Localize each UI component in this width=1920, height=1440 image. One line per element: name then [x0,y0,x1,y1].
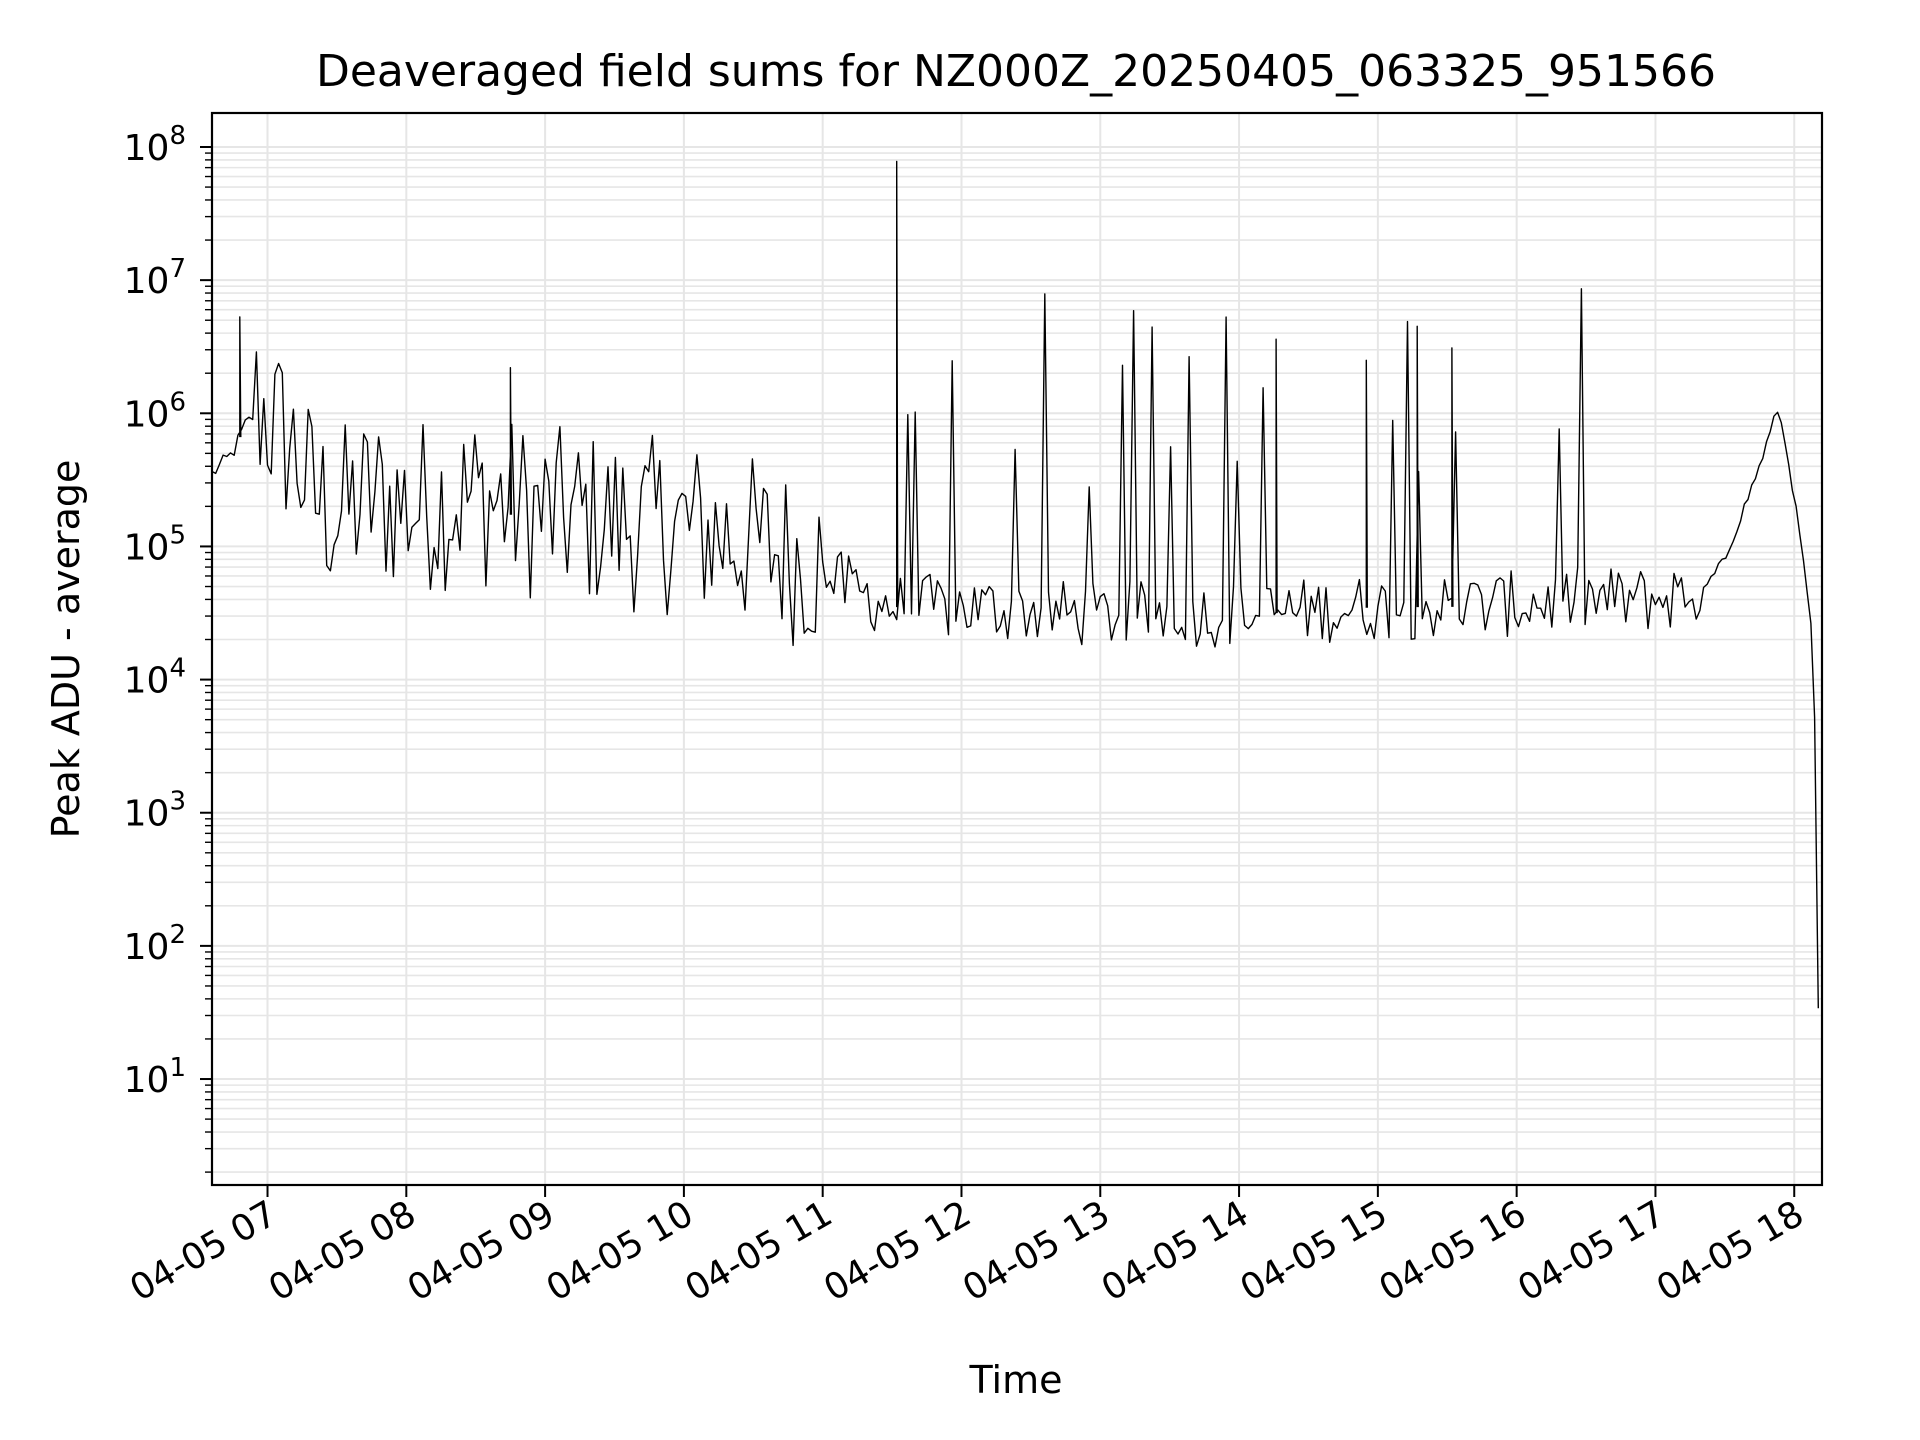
y-tick-label: 104 [124,654,186,702]
y-tick-label: 106 [124,387,186,435]
chart-title: Deaveraged field sums for NZ000Z_2025040… [316,46,1716,97]
plot-frame [210,111,1824,1187]
y-tick-label: 105 [124,520,186,568]
y-tick-label: 102 [124,920,186,968]
x-axis-label: Time [969,1358,1063,1402]
y-tick-label: 103 [124,787,186,835]
y-tick-label: 101 [124,1053,186,1101]
plot-area [211,160,1819,1009]
series-line [211,160,1819,1009]
y-tick-label: 107 [124,254,186,302]
grid-lines [212,113,1822,1185]
y-tick-label: 108 [124,121,186,169]
y-axis-label: Peak ADU - average [44,460,88,839]
